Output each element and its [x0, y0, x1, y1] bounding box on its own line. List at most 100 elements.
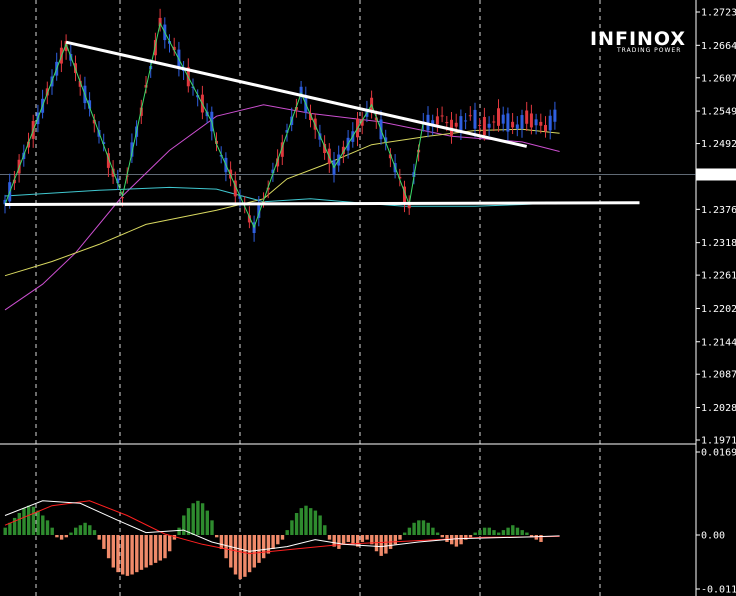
- histogram-bar: [215, 535, 219, 538]
- candle-body: [473, 109, 477, 129]
- histogram-bar: [191, 503, 195, 535]
- histogram-bar: [403, 532, 407, 535]
- histogram-bar: [379, 535, 383, 556]
- histogram-bar: [318, 515, 322, 535]
- histogram-bar: [210, 520, 214, 535]
- histogram-bar: [365, 535, 369, 540]
- histogram-bar: [515, 527, 520, 535]
- histogram-bar: [200, 503, 205, 535]
- histogram-bar: [525, 532, 529, 535]
- histogram-bar: [459, 535, 463, 545]
- histogram-bar: [22, 508, 26, 535]
- histogram-bar: [356, 535, 360, 547]
- price-tick-label: 1.25490: [701, 107, 736, 118]
- histogram-bar: [172, 535, 177, 540]
- candle-body: [280, 142, 284, 157]
- candle-body: [247, 215, 251, 223]
- histogram-bar: [153, 535, 158, 563]
- histogram-bar: [454, 535, 459, 547]
- candle-body: [88, 100, 92, 109]
- candle-body: [468, 115, 472, 117]
- zigzag-line: [4, 21, 424, 229]
- candle-body: [464, 120, 468, 122]
- histogram-bar: [501, 530, 506, 535]
- candle-body: [294, 106, 298, 110]
- histogram-bar: [290, 520, 294, 535]
- candle-body: [64, 41, 68, 52]
- candle-body: [341, 146, 345, 155]
- histogram-bar: [393, 535, 397, 545]
- indicator-tick-label: 0.016994: [701, 448, 736, 459]
- candle-body: [482, 116, 486, 136]
- histogram-bar: [266, 535, 271, 554]
- histogram-bar: [351, 535, 355, 545]
- histogram-bar: [97, 535, 101, 540]
- candle-body: [384, 137, 388, 143]
- histogram-bar: [426, 522, 430, 535]
- price-tick-label: 1.20285: [701, 403, 736, 414]
- histogram-bar: [304, 505, 308, 535]
- histogram-bar: [83, 522, 87, 535]
- histogram-bar: [41, 515, 45, 535]
- histogram-bar: [163, 535, 167, 559]
- candle-body: [525, 110, 529, 124]
- macd-lines: [4, 500, 560, 555]
- candle-body: [403, 186, 406, 204]
- histogram-bar: [398, 535, 402, 540]
- histogram-bar: [219, 535, 224, 549]
- histogram-bar: [55, 535, 59, 538]
- candle-body: [454, 122, 458, 127]
- moving-average-line: [4, 186, 560, 207]
- candle-body: [407, 204, 411, 209]
- histogram-bar: [384, 535, 388, 554]
- candle-body: [544, 124, 547, 132]
- price-tick-label: 1.27230: [701, 8, 736, 19]
- candle-body: [515, 124, 519, 129]
- histogram-bar: [233, 535, 238, 575]
- histogram-bar: [144, 535, 148, 568]
- histogram-bar: [337, 535, 341, 549]
- histogram-bar: [478, 530, 482, 535]
- candle-body: [553, 109, 557, 122]
- current-price-label: 1.24377: [699, 170, 736, 181]
- price-tick-label: 1.26075: [701, 73, 736, 84]
- histogram-bar: [205, 510, 209, 535]
- histogram-bar: [139, 535, 144, 570]
- candle-body: [534, 119, 538, 126]
- histogram-bar: [341, 535, 346, 545]
- candle-body: [196, 95, 200, 98]
- histogram-bar: [135, 535, 139, 573]
- candle-body: [78, 80, 82, 87]
- histogram-bar: [412, 522, 416, 535]
- histogram-bar: [106, 535, 111, 559]
- price-tick-label: 1.23765: [701, 205, 736, 216]
- histogram-bar: [64, 535, 68, 538]
- histogram-bar: [224, 535, 228, 559]
- candle-body: [102, 142, 106, 145]
- histogram-bar: [323, 525, 327, 535]
- candle-body: [285, 130, 289, 133]
- candle-body: [271, 169, 275, 174]
- histogram-bar: [271, 535, 275, 549]
- current-price-badge: 1.24377: [696, 168, 736, 181]
- histogram-bar: [158, 535, 162, 561]
- candle-body: [116, 178, 120, 184]
- histogram-bar: [482, 527, 487, 535]
- histogram-bar: [468, 535, 473, 538]
- candle-body: [445, 122, 449, 124]
- histogram-bar: [332, 535, 336, 547]
- candle-body: [309, 113, 312, 121]
- price-tick-label: 1.19715: [701, 436, 736, 447]
- price-tick-label: 1.20870: [701, 370, 736, 381]
- histogram-bar: [27, 505, 31, 535]
- histogram-bar: [3, 527, 7, 535]
- candle-body: [497, 108, 500, 126]
- candle-body: [191, 86, 195, 89]
- histogram-bar: [262, 535, 266, 559]
- candle-body: [276, 158, 280, 167]
- histogram-bar: [450, 535, 454, 545]
- histogram-bar: [121, 535, 125, 575]
- histogram-bar: [445, 535, 449, 542]
- histogram-bar: [534, 535, 538, 540]
